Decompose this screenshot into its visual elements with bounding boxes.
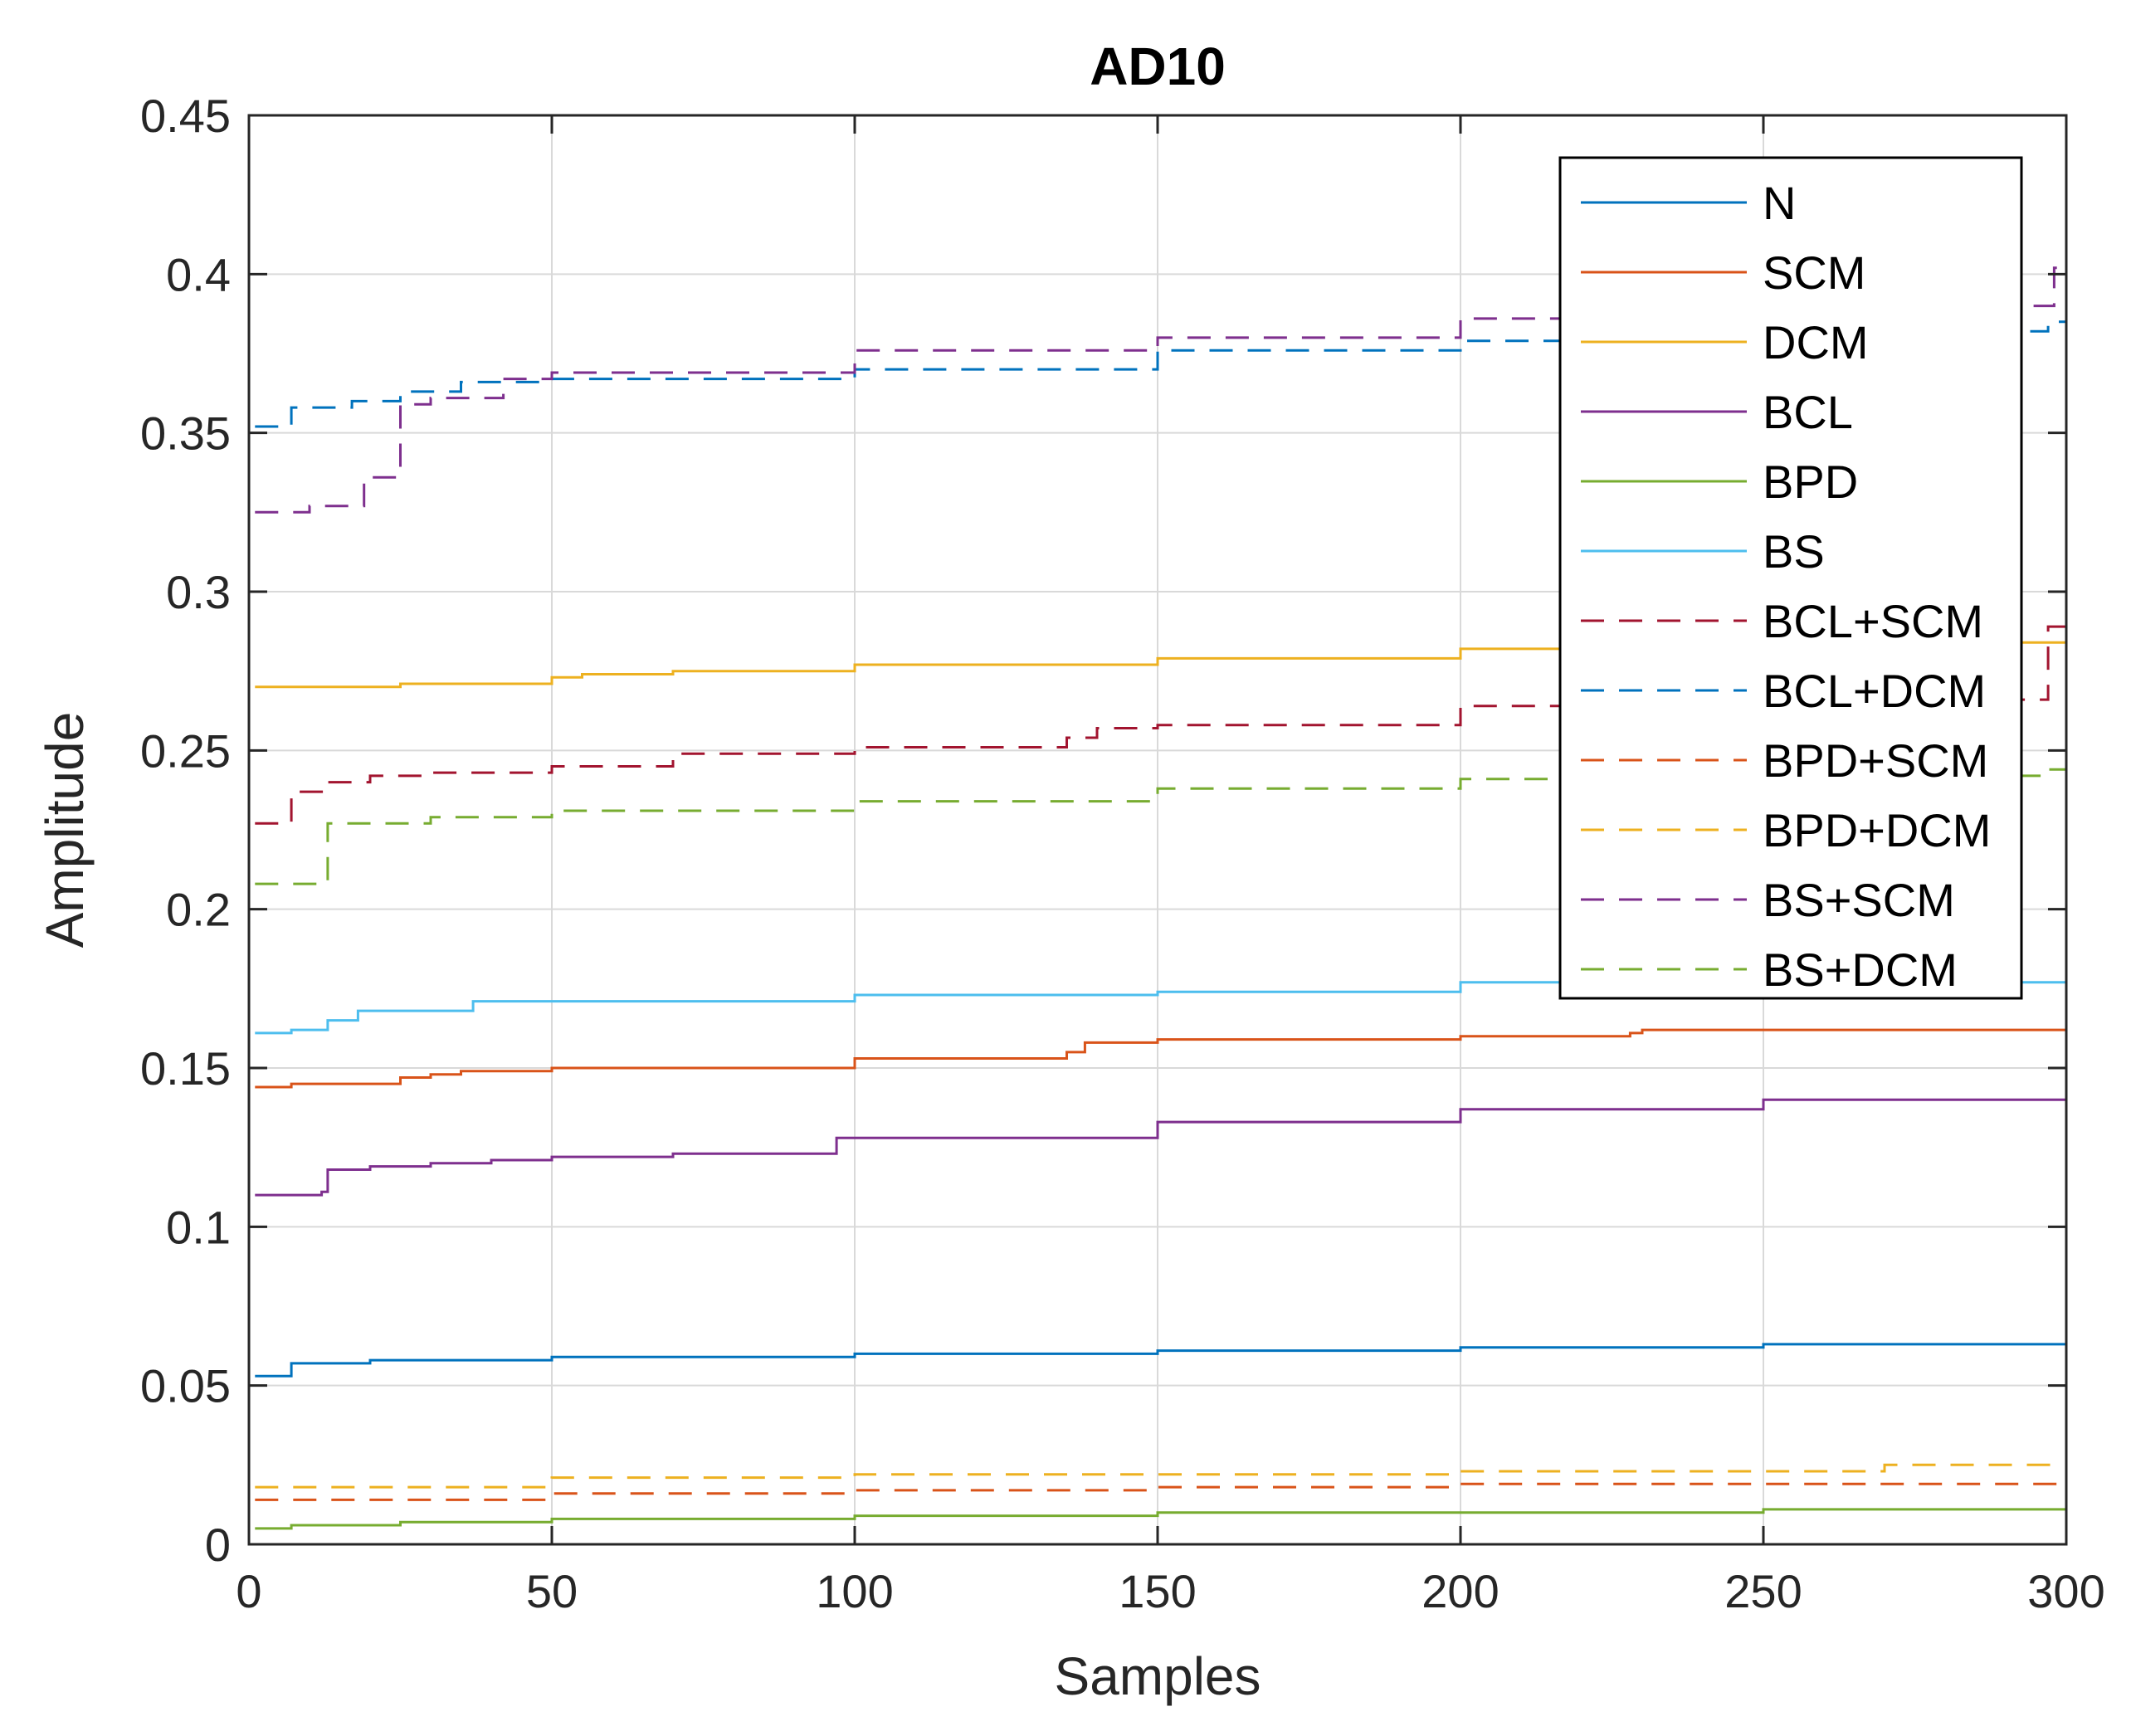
y-axis-title: Amplitude (35, 712, 95, 948)
y-tick-label: 0.45 (140, 90, 231, 142)
legend-label-dcm: DCM (1763, 316, 1869, 368)
x-axis-title: Samples (1055, 1646, 1261, 1706)
legend-entries: N SCM DCM BCL BPD BS BCL+SCM BCL+DCM BPD+SCM BPD+… (1581, 177, 1991, 996)
x-tick-label: 0 (236, 1565, 261, 1617)
x-tick-label: 250 (1724, 1565, 1802, 1617)
series-line-scm (255, 1026, 2068, 1089)
legend-label-bs-dcm: BS+DCM (1763, 944, 1958, 996)
legend-label-bcl-scm: BCL+SCM (1763, 595, 1983, 647)
legend: N SCM DCM BCL BPD BS BCL+SCM BCL+DCM BPD+SCM BPD+… (1558, 156, 2023, 1000)
legend-label-bs-scm: BS+SCM (1763, 874, 1955, 926)
series-line-bpd-dcm (255, 1461, 2068, 1489)
legend-label-bpd-dcm: BPD+DCM (1763, 804, 1991, 856)
series-line-bpd (255, 1508, 2066, 1530)
legend-box (1558, 156, 2023, 1000)
series-line-bcl (255, 1087, 2068, 1197)
x-tick-label: 150 (1119, 1565, 1196, 1617)
legend-label-bcl-dcm: BCL+DCM (1763, 665, 1986, 717)
series-line-n (255, 1341, 2068, 1378)
y-tick-label: 0.25 (140, 724, 231, 777)
y-tick-label: 0.15 (140, 1042, 231, 1095)
y-tick-label: 0 (205, 1519, 231, 1571)
y-tick-label: 0.05 (140, 1360, 231, 1412)
chart-title: AD10 (1090, 37, 1226, 96)
series-line-bs (255, 978, 2068, 1035)
y-tick-label: 0.1 (166, 1201, 231, 1253)
legend-label-scm: SCM (1763, 246, 1865, 299)
legend-label-bcl: BCL (1763, 386, 1853, 438)
series-line-bpd-scm (255, 1480, 2068, 1501)
legend-label-bpd-scm: BPD+SCM (1763, 734, 1988, 787)
y-tick-label: 0.35 (140, 407, 231, 460)
x-tick-label: 50 (526, 1565, 578, 1617)
legend-label-bs: BS (1763, 525, 1825, 578)
legend-label-n: N (1763, 177, 1796, 229)
y-tick-label: 0.2 (166, 884, 231, 936)
x-tick-label: 300 (2027, 1565, 2104, 1617)
y-tick-label: 0.3 (166, 566, 231, 618)
legend-label-bpd: BPD (1763, 456, 1858, 508)
x-tick-label: 100 (816, 1565, 893, 1617)
y-tick-label: 0.4 (166, 248, 231, 300)
ticks: 0 50 100 150 200 250 300 0 0.05 0.1 0.15 0.2 0.25 0.3… (140, 90, 2105, 1617)
x-tick-label: 200 (1421, 1565, 1499, 1617)
